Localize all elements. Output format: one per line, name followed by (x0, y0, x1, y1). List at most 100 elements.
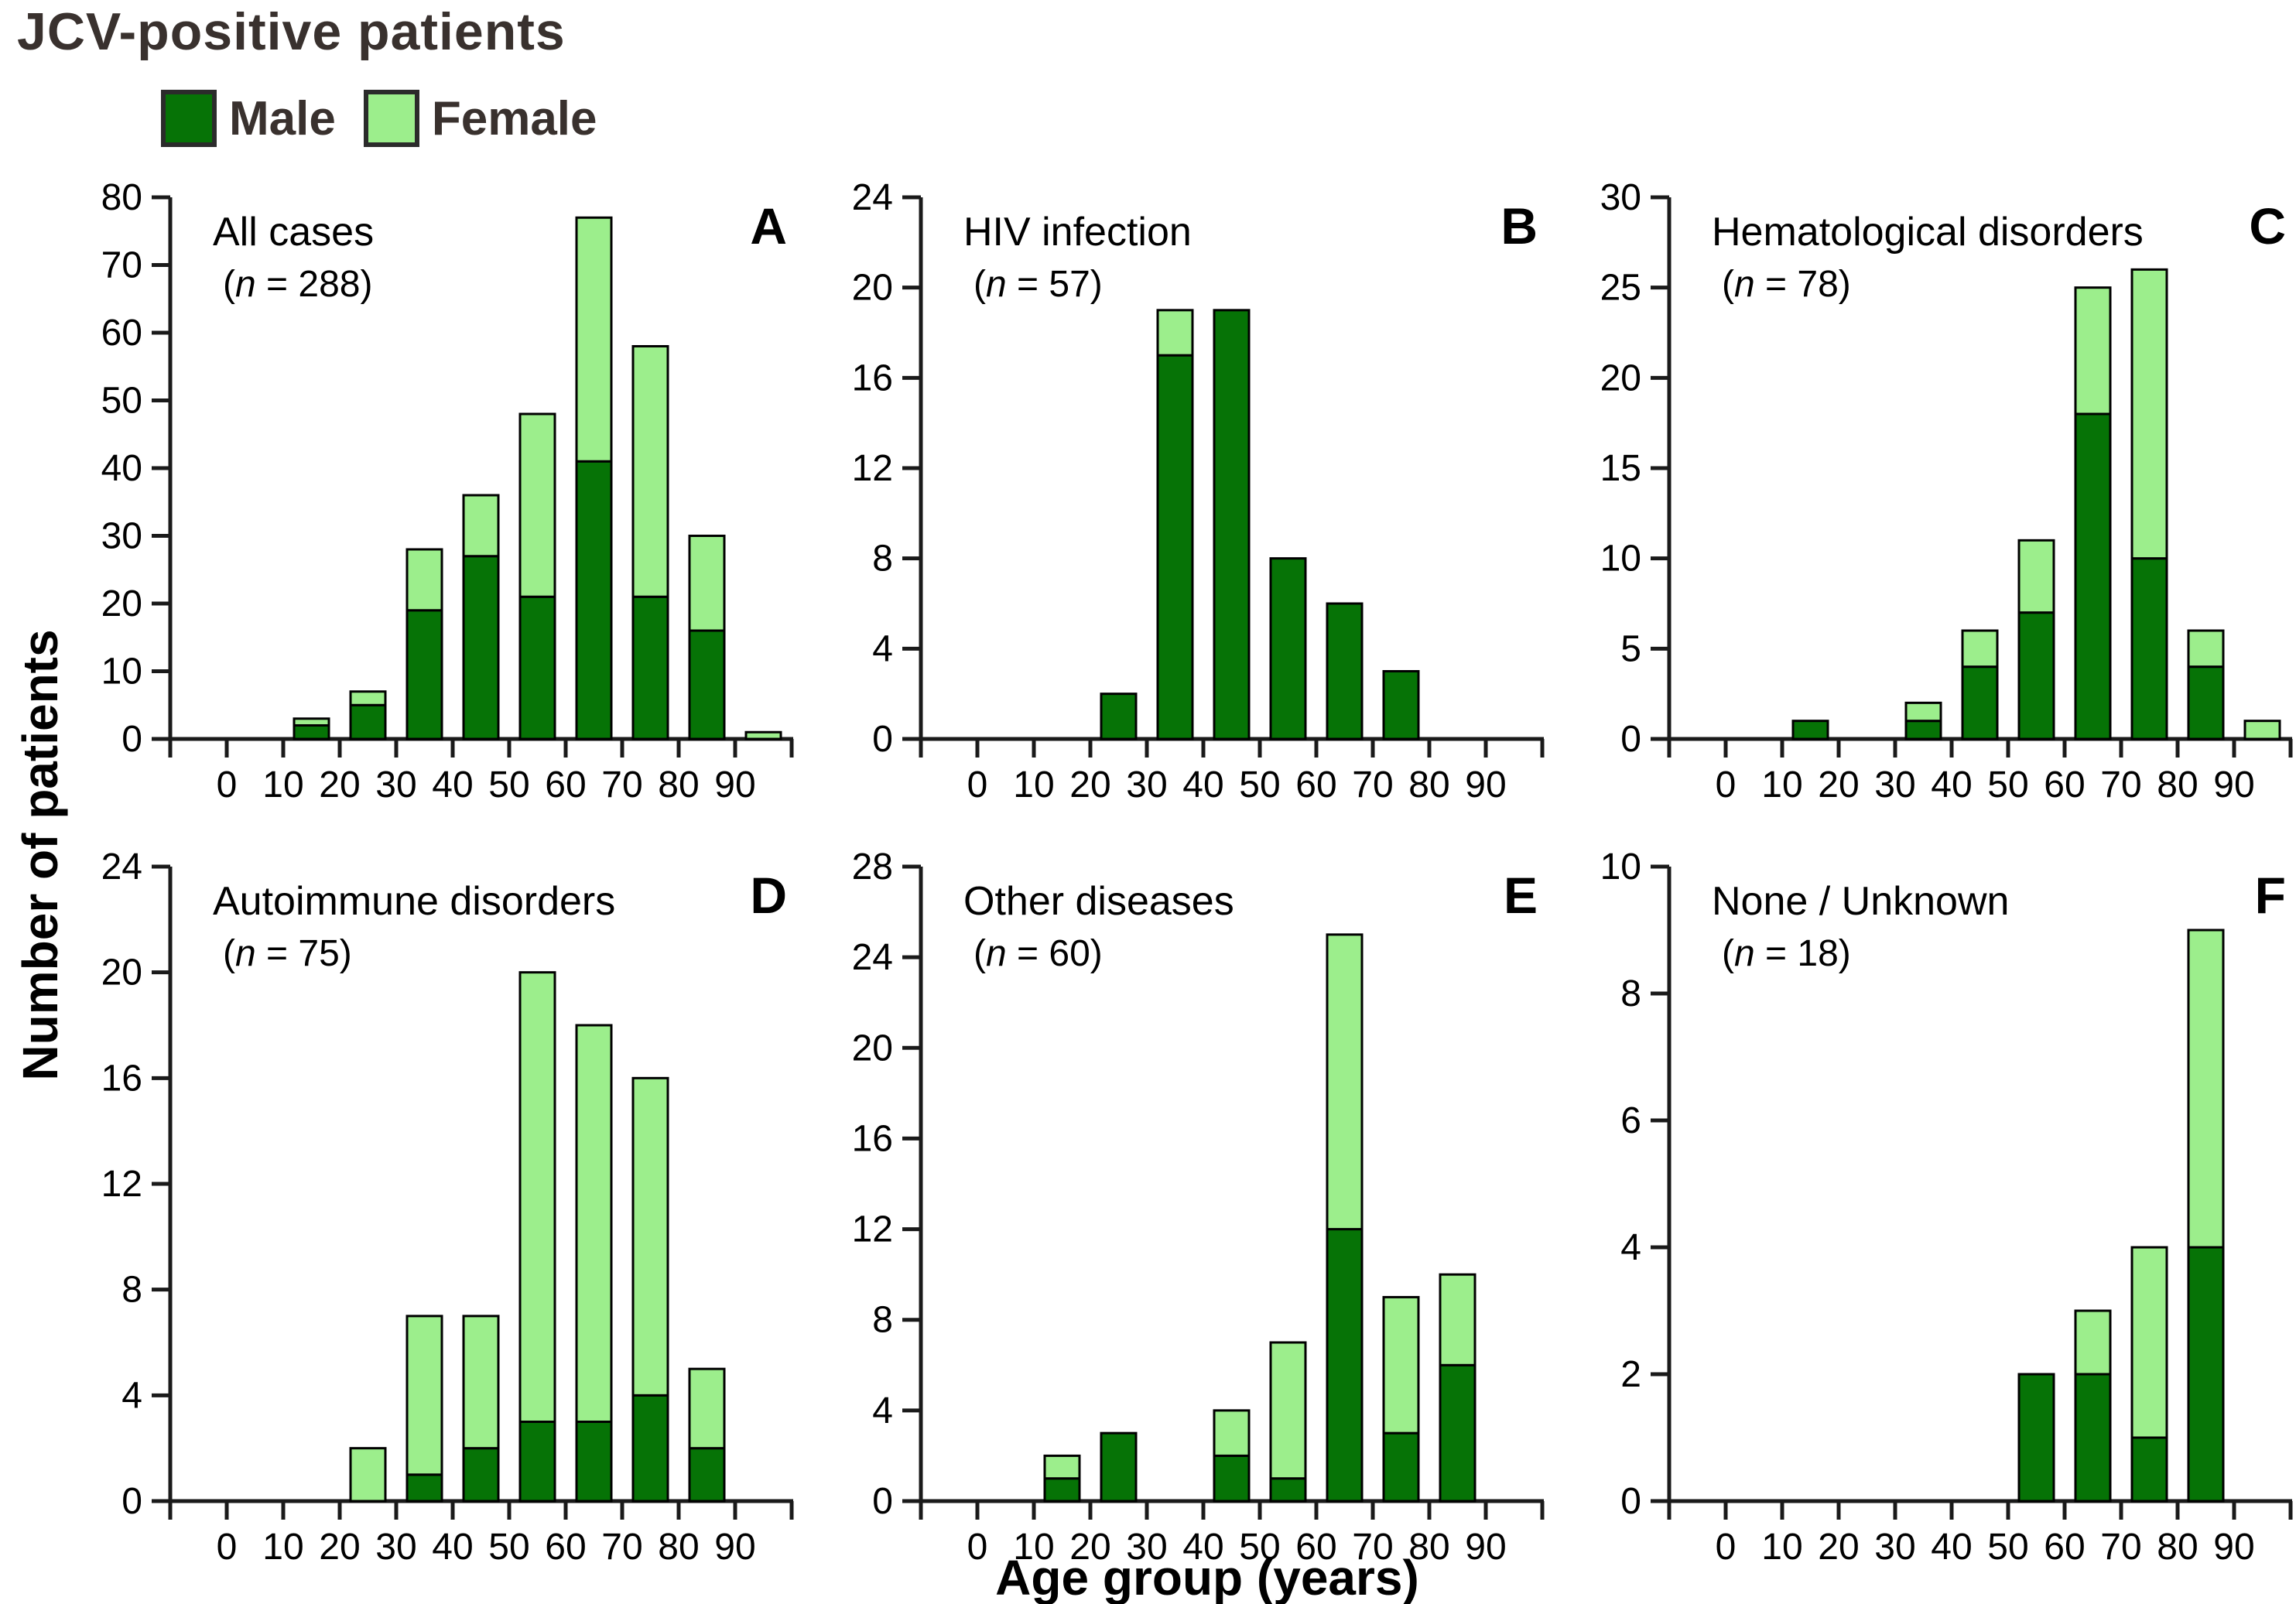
x-tick-label: 90 (714, 764, 755, 805)
y-tick-label: 0 (121, 1481, 142, 1522)
bar-male-70 (631, 1394, 669, 1503)
x-tick-label: 10 (1761, 1527, 1802, 1568)
y-tick-label: 70 (101, 245, 142, 286)
bar-male-40 (462, 1447, 500, 1503)
x-tick-label: 0 (217, 764, 238, 805)
panel-title: Autoimmune disorders (213, 879, 615, 924)
bar-female-40 (1961, 629, 1999, 669)
bar-female-90 (2243, 720, 2281, 740)
x-axis-title: Age group (years) (995, 1550, 1419, 1604)
panel-n-label: (n = 18) (1722, 933, 1851, 974)
x-tick-label: 50 (488, 1527, 529, 1568)
y-tick-label: 8 (872, 539, 893, 580)
x-tick-label: 0 (967, 764, 988, 805)
bar-female-60 (575, 1024, 613, 1423)
panel-n-label: (n = 75) (223, 933, 352, 974)
bar-female-50 (1269, 1341, 1307, 1480)
y-tick-label: 40 (101, 448, 142, 489)
x-tick-label: 80 (1408, 1527, 1449, 1568)
y-tick-label: 28 (852, 846, 893, 888)
bar-male-50 (518, 595, 556, 740)
x-tick-label: 40 (1931, 1527, 1972, 1568)
x-tick-label: 30 (1126, 1527, 1167, 1568)
bar-male-10 (293, 724, 330, 740)
x-tick-label: 60 (1295, 1527, 1336, 1568)
y-tick-label: 4 (121, 1375, 142, 1416)
bar-female-10 (293, 717, 330, 727)
bar-male-80 (688, 1447, 726, 1503)
x-tick-label: 40 (432, 1527, 473, 1568)
bar-female-20 (349, 1447, 387, 1503)
bar-male-70 (2130, 1436, 2168, 1503)
y-tick-label: 10 (1600, 846, 1641, 888)
x-tick-label: 0 (217, 1527, 238, 1568)
bar-female-70 (631, 345, 669, 598)
x-tick-label: 60 (2044, 764, 2085, 805)
panel-title: All cases (213, 210, 374, 255)
x-tick-label: 0 (967, 1527, 988, 1568)
panel-letter: F (2255, 867, 2286, 924)
y-tick-label: 25 (1600, 268, 1641, 309)
panel-C-chart: 0 5 10 15 20 25 30 0 10 20 30 40 50 60 70 80 90 Hematolog… (1600, 177, 2293, 805)
x-tick-label: 10 (262, 764, 303, 805)
bar-female-80 (688, 1367, 726, 1450)
x-tick-label: 30 (1874, 1527, 1915, 1568)
y-tick-label: 15 (1600, 448, 1641, 489)
panel-letter: C (2249, 197, 2286, 255)
x-tick-label: 90 (1465, 1527, 1506, 1568)
bar-male-10 (1791, 720, 1829, 740)
bar-female-30 (1904, 701, 1942, 723)
y-tick-label: 16 (101, 1058, 142, 1099)
x-tick-label: 30 (1126, 764, 1167, 805)
bar-male-50 (1269, 557, 1307, 740)
x-tick-label: 60 (545, 764, 586, 805)
x-tick-label: 30 (375, 764, 416, 805)
y-tick-label: 12 (101, 1164, 142, 1205)
bar-female-20 (349, 690, 387, 706)
bar-female-50 (2017, 539, 2055, 614)
bar-male-20 (1100, 1431, 1138, 1503)
x-tick-label: 60 (2044, 1527, 2085, 1568)
panel-title: Hematological disorders (1712, 210, 2144, 255)
bar-male-60 (575, 1421, 613, 1503)
y-tick-label: 20 (101, 952, 142, 994)
x-tick-label: 20 (1069, 1527, 1110, 1568)
y-tick-label: 4 (872, 1390, 893, 1431)
y-tick-label: 24 (852, 937, 893, 978)
panel-E-chart: 0 4 8 12 16 20 24 28 0 10 20 30 40 50 60 70 80 90 Other di… (852, 846, 1545, 1568)
x-tick-label: 20 (319, 764, 360, 805)
panel-title: None / Unknown (1712, 879, 2009, 924)
y-tick-label: 16 (852, 357, 893, 398)
legend-item-male: Male (161, 90, 336, 147)
legend-item-female: Female (363, 90, 597, 147)
y-tick-label: 2 (1620, 1354, 1641, 1395)
y-tick-label: 24 (101, 846, 142, 888)
y-tick-label: 0 (1620, 719, 1641, 760)
bar-male-80 (2187, 665, 2225, 740)
y-tick-label: 10 (101, 652, 142, 693)
bar-male-70 (631, 595, 669, 740)
bar-male-50 (2017, 611, 2055, 740)
bar-female-40 (462, 1315, 500, 1450)
x-tick-label: 80 (658, 764, 699, 805)
x-tick-label: 50 (1239, 764, 1280, 805)
x-tick-label: 60 (545, 1527, 586, 1568)
x-tick-label: 40 (432, 764, 473, 805)
y-tick-label: 0 (872, 1481, 893, 1522)
bar-male-60 (1326, 1228, 1364, 1503)
y-tick-label: 10 (1600, 539, 1641, 580)
legend: Male Female (161, 90, 597, 147)
panel-A-chart: 0 10 20 30 40 50 60 70 80 0 10 20 30 40 50 60 70 80 90 All … (101, 177, 794, 805)
x-tick-label: 10 (262, 1527, 303, 1568)
bar-male-20 (1100, 693, 1138, 740)
y-tick-label: 8 (1620, 973, 1641, 1014)
bar-male-30 (405, 1473, 443, 1503)
bar-female-10 (1043, 1454, 1081, 1480)
y-tick-label: 6 (1620, 1100, 1641, 1141)
y-tick-label: 5 (1620, 628, 1641, 669)
x-tick-label: 20 (319, 1527, 360, 1568)
x-tick-label: 0 (1716, 1527, 1737, 1568)
bar-female-80 (688, 535, 726, 632)
bar-female-70 (2130, 268, 2168, 560)
y-tick-label: 4 (1620, 1227, 1641, 1268)
